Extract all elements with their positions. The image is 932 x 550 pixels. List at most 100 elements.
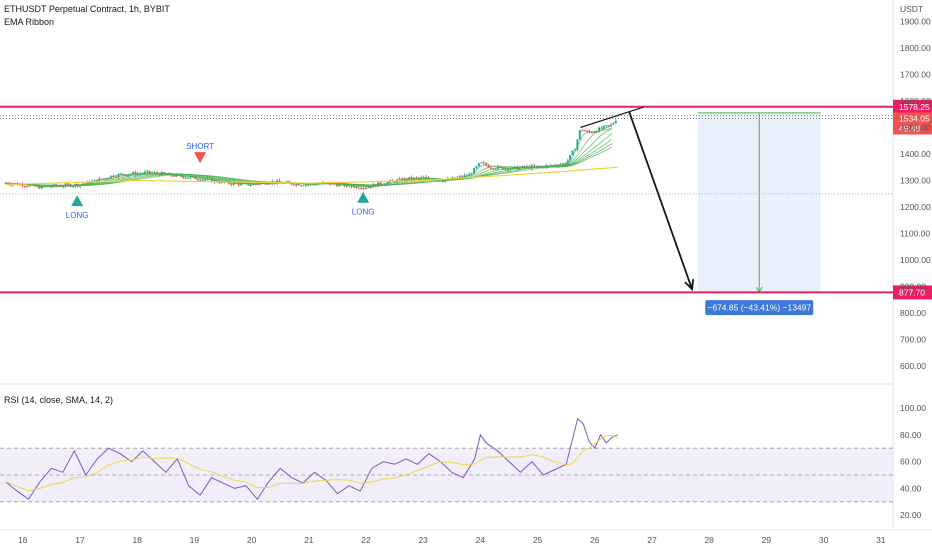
rsi-ma-line xyxy=(5,434,618,492)
candle-body xyxy=(465,175,468,177)
candle-body xyxy=(578,130,581,140)
price-tick-label: 1300.00 xyxy=(900,176,931,186)
projection-arrow-line[interactable] xyxy=(628,111,693,290)
candle-body xyxy=(398,178,401,180)
candle-body xyxy=(593,131,596,133)
candle-body xyxy=(537,165,540,167)
price-axis-unit: USDT xyxy=(900,4,923,14)
candle-body xyxy=(439,180,442,182)
time-tick-label: 24 xyxy=(476,535,486,545)
ema-ribbon-line xyxy=(5,128,613,187)
candle-body xyxy=(107,178,110,180)
time-tick-label: 31 xyxy=(876,535,886,545)
candle-body xyxy=(119,173,122,175)
candle-body xyxy=(369,186,372,188)
candle-body xyxy=(458,176,461,178)
time-tick-label: 20 xyxy=(247,535,257,545)
candle-body xyxy=(461,176,464,178)
rsi-tick-label: 100.00 xyxy=(900,403,926,413)
candle-body xyxy=(148,170,151,173)
time-tick-label: 29 xyxy=(762,535,772,545)
candle-body xyxy=(576,139,579,150)
candle-body xyxy=(463,175,466,178)
symbol-title: ETHUSDT Perpetual Contract, 1h, BYBIT xyxy=(4,4,170,14)
candle-body xyxy=(304,184,307,186)
candle-body xyxy=(473,168,476,174)
candle-body xyxy=(204,179,207,181)
candle-body xyxy=(367,186,370,189)
price-tick-label: 1900.00 xyxy=(900,17,931,27)
candle-body xyxy=(182,176,185,179)
candle-body xyxy=(285,181,288,183)
rsi-tick-label: 20.00 xyxy=(900,510,922,520)
chart-legend: ETHUSDT Perpetual Contract, 1h, BYBIT EM… xyxy=(4,3,170,29)
candle-body xyxy=(23,186,26,188)
candle-body xyxy=(350,186,353,188)
measure-label: −674.85 (−43.41%) −13497 xyxy=(707,303,811,313)
measure-label-box xyxy=(705,300,814,316)
candle-body xyxy=(292,184,295,186)
time-tick-label: 27 xyxy=(647,535,657,545)
candle-body xyxy=(338,183,341,187)
time-tick-label: 19 xyxy=(190,535,200,545)
candle-body xyxy=(50,186,53,188)
candle-body xyxy=(146,170,149,172)
candle-body xyxy=(477,163,480,167)
ema-ribbon-line xyxy=(5,143,613,186)
candle-body xyxy=(441,181,444,183)
candle-body xyxy=(571,150,574,155)
rsi-legend: RSI (14, close, SMA, 14, 2) xyxy=(4,395,114,405)
candle-body xyxy=(521,165,524,168)
wedge-trendline[interactable] xyxy=(580,106,644,129)
candle-body xyxy=(365,187,367,189)
short-signal-label: SHORT xyxy=(186,142,214,151)
candle-body xyxy=(196,179,199,181)
candle-body xyxy=(199,179,202,181)
time-tick-label: 26 xyxy=(590,535,600,545)
candle-body xyxy=(300,185,303,187)
candle-body xyxy=(184,177,187,179)
candle-body xyxy=(535,165,538,167)
candle-body xyxy=(237,183,240,186)
candle-body xyxy=(28,184,31,187)
candle-body xyxy=(67,183,70,185)
candle-body xyxy=(230,183,233,185)
candle-body xyxy=(288,181,291,183)
candle-body xyxy=(525,166,528,168)
candle-body xyxy=(602,125,605,129)
candle-body xyxy=(523,165,526,168)
level-price-label: 877.70 xyxy=(899,287,925,297)
candle-body xyxy=(336,184,339,187)
candle-body xyxy=(480,162,483,164)
candle-body xyxy=(201,179,204,181)
candle-body xyxy=(158,173,161,176)
candle-body xyxy=(362,187,365,189)
candle-body xyxy=(607,125,610,127)
bar-countdown: 49:48 xyxy=(899,123,921,133)
candle-body xyxy=(506,168,509,171)
candle-body xyxy=(218,182,221,184)
candle-body xyxy=(408,177,411,181)
candle-body xyxy=(583,130,586,132)
candle-body xyxy=(256,184,259,186)
price-tick-label: 1200.00 xyxy=(900,202,931,212)
candle-body xyxy=(586,130,589,132)
candle-body xyxy=(187,177,190,179)
candle-body xyxy=(569,154,572,161)
candle-body xyxy=(297,183,300,186)
ema-ribbon-line xyxy=(5,139,613,187)
level-price-tag xyxy=(893,285,932,300)
rsi-line xyxy=(5,417,618,500)
candle-body xyxy=(590,132,593,134)
candle-body xyxy=(600,127,603,129)
candle-body xyxy=(468,174,471,177)
candle-body xyxy=(410,177,413,180)
candle-body xyxy=(475,166,478,169)
candle-body xyxy=(379,182,382,185)
price-tick-label: 1000.00 xyxy=(900,255,931,265)
price-tick-label: 700.00 xyxy=(900,335,926,345)
candle-body xyxy=(422,177,425,179)
candle-body xyxy=(401,178,404,182)
time-tick-label: 28 xyxy=(704,535,714,545)
